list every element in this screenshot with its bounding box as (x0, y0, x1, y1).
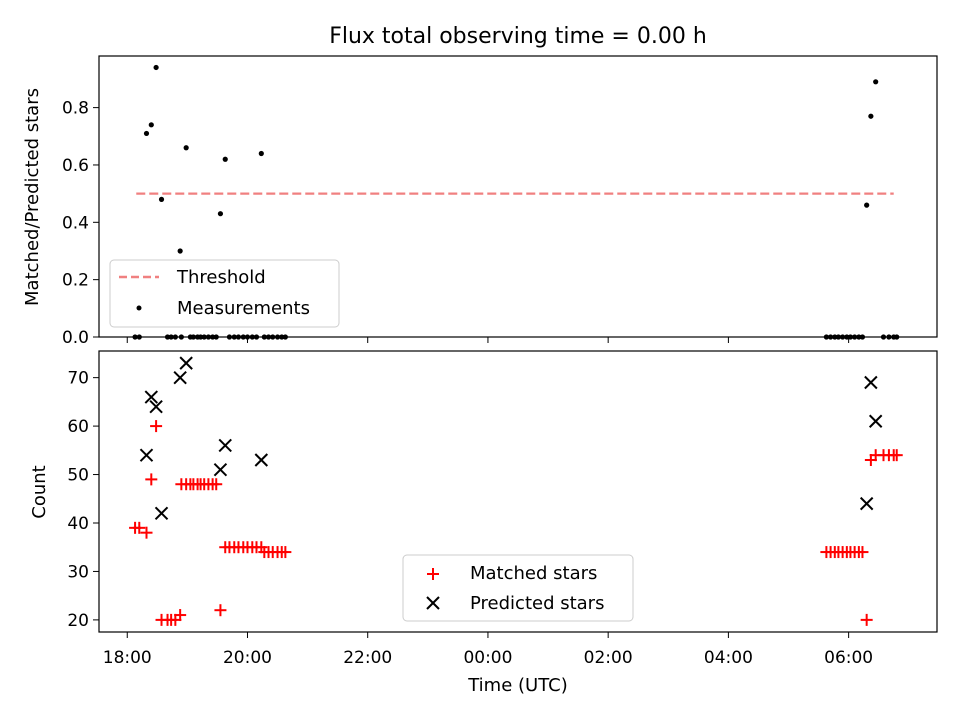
top-y-tick-label: 0.6 (62, 156, 89, 176)
top-y-tick-label: 0.8 (62, 99, 89, 119)
x-tick-label: 04:00 (704, 648, 753, 668)
top-x-ticks (126, 337, 850, 343)
bottom-y-tick-label: 50 (67, 466, 89, 486)
bottom-y-axis: 20 30 40 50 60 70 (67, 369, 99, 631)
measurement-point (153, 64, 159, 71)
matched-star-point (133, 521, 146, 534)
x-tick-label: 20:00 (223, 648, 272, 668)
measurement-point (864, 202, 870, 208)
matched-star-point (210, 478, 223, 491)
predicted-legend-label: Predicted stars (470, 593, 604, 614)
bottom-legend: Matched stars Predicted stars (402, 554, 634, 622)
bottom-y-tick-label: 60 (67, 417, 89, 437)
x-tick-label: 22:00 (343, 648, 392, 668)
matched-star-point (150, 420, 163, 433)
measurement-point (183, 145, 189, 151)
measurement-point (222, 156, 228, 162)
predicted-star-point (218, 438, 232, 453)
predicted-star-point (859, 496, 874, 511)
x-tick-label: 18:00 (103, 648, 152, 668)
x-tick-label: 00:00 (463, 648, 512, 668)
x-tick-label: 06:00 (824, 648, 873, 668)
measurement-point (873, 79, 879, 85)
bottom-legend-box (402, 554, 634, 622)
chart-title: Flux total observing time = 0.00 h (329, 24, 707, 49)
bottom-panel: 20 30 40 50 60 70 18:00 20:00 22:00 00:00 02:00 04… (29, 350, 938, 696)
threshold-legend-label: Threshold (176, 267, 266, 288)
predicted-star-point (864, 375, 878, 390)
bottom-plot-area (129, 356, 903, 626)
matched-legend-swatch (427, 568, 439, 580)
top-legend-box (109, 259, 340, 328)
bottom-y-tick-label: 40 (67, 514, 89, 534)
top-y-tick-label: 0.2 (62, 271, 89, 291)
matched-star-point (279, 546, 292, 559)
matched-star-point (890, 449, 903, 462)
measurement-point (143, 130, 150, 137)
measurements-legend-swatch (136, 305, 142, 311)
predicted-legend-swatch (426, 596, 440, 610)
measurements-legend-label: Measurements (177, 298, 310, 319)
top-y-tick-label: 0.4 (62, 213, 89, 233)
bottom-y-axis-label: Count (29, 465, 50, 518)
predicted-star-point (173, 370, 187, 385)
measurement-point (217, 211, 224, 217)
predicted-star-point (154, 506, 169, 521)
top-panel: 0.00.20.40.60.8 Matched/Predicted stars … (22, 55, 938, 348)
matched-star-point (214, 604, 227, 617)
predicted-star-point (213, 462, 228, 477)
measurement-point (868, 113, 874, 119)
measurement-point (177, 248, 183, 254)
top-plot-area (132, 64, 900, 340)
top-y-axis: 0.0 0.2 0.4 0.6 0.8 (62, 99, 99, 348)
matched-star-point (856, 546, 869, 559)
predicted-star-point (179, 356, 193, 370)
top-y-axis-label: Matched/Predicted stars (22, 88, 43, 306)
bottom-y-tick-label: 70 (67, 369, 89, 389)
bottom-axes-frame (98, 350, 938, 633)
measurement-point (148, 122, 154, 128)
matched-star-point (174, 609, 187, 622)
bottom-y-tick-label: 20 (67, 611, 89, 631)
predicted-star-point (254, 453, 269, 467)
predicted-star-point (139, 448, 154, 462)
matched-star-point (145, 473, 158, 486)
bottom-x-axis: 18:00 20:00 22:00 00:00 02:00 04:00 06:00 (103, 632, 873, 668)
x-tick-label: 02:00 (584, 648, 633, 668)
bottom-y-tick-label: 30 (67, 562, 89, 582)
top-y-tick-label: 0.0 (62, 328, 89, 348)
measurement-point (258, 150, 264, 157)
matched-star-point (140, 526, 153, 539)
top-axes-frame (98, 55, 938, 338)
predicted-star-point (868, 414, 883, 428)
x-axis-label: Time (UTC) (467, 675, 568, 696)
predicted-star-point (149, 400, 163, 414)
matched-star-point (860, 613, 873, 626)
top-legend: Threshold Measurements (109, 259, 340, 328)
predicted-star-point (144, 390, 159, 404)
measurement-point (158, 196, 165, 202)
matched-legend-label: Matched stars (470, 563, 597, 584)
